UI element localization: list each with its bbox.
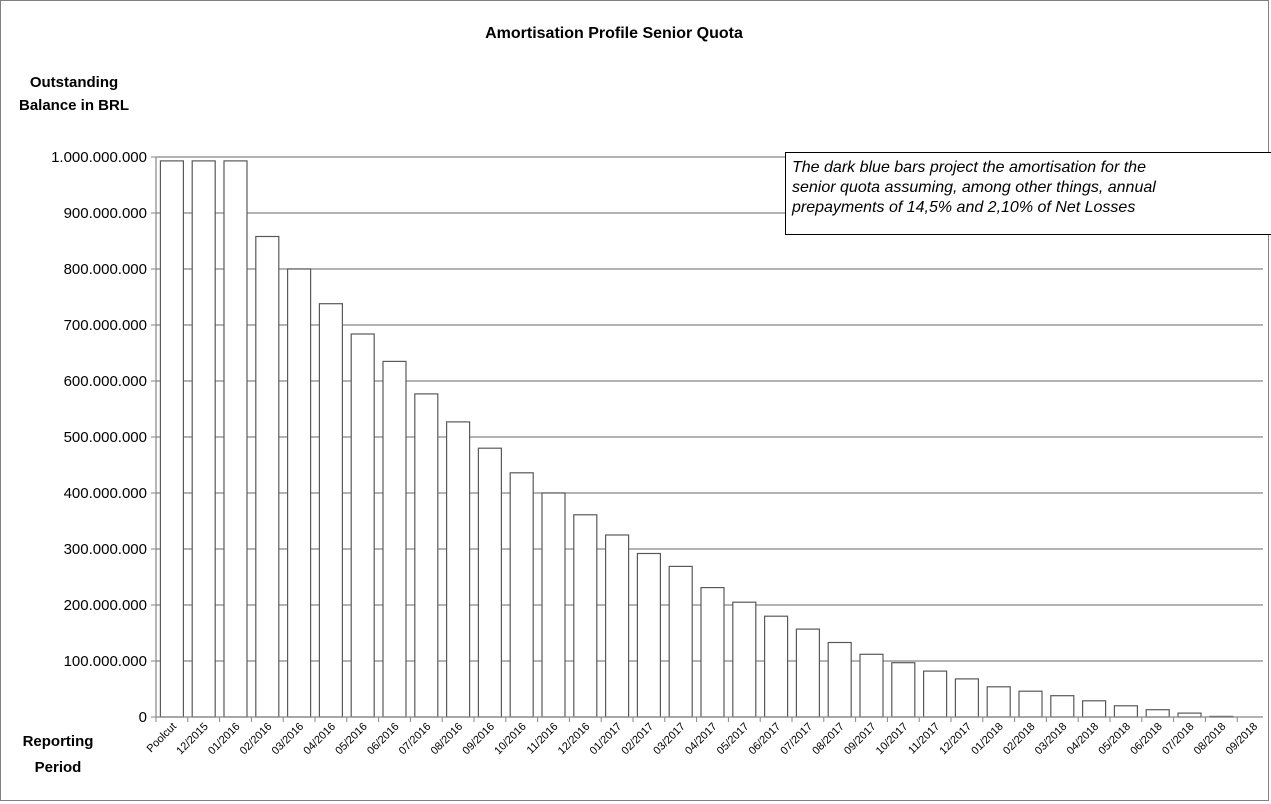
bar [1113, 705, 1139, 718]
x-tick-label: 07/2016 [397, 721, 434, 758]
y-tick-label: 700.000.000 [64, 317, 147, 334]
bar [509, 472, 534, 718]
bar [986, 686, 1011, 718]
bar [668, 565, 693, 718]
x-tick-label: 01/2017 [588, 721, 625, 758]
bar [255, 235, 280, 718]
x-tick-label: 10/2016 [492, 721, 529, 758]
x-axis-label-line-2: Period [35, 759, 82, 776]
y-tick-label: 200.000.000 [64, 597, 147, 614]
x-tick-label: 11/2017 [906, 721, 942, 757]
bar [700, 586, 725, 718]
x-tick-label: 12/2016 [556, 721, 593, 758]
x-tick-label: 05/2016 [333, 721, 370, 758]
x-tick-label: 05/2018 [1096, 721, 1133, 758]
bar [446, 421, 471, 718]
bar [763, 615, 789, 718]
bar [922, 670, 948, 718]
bar [1145, 709, 1170, 718]
y-tick-label: 400.000.000 [64, 485, 147, 502]
bar [223, 160, 248, 718]
x-tick-label: 06/2018 [1128, 721, 1165, 758]
bar [287, 268, 312, 718]
bar [573, 514, 598, 718]
x-tick-label: 08/2017 [810, 721, 847, 758]
x-tick-label: Poolcut [145, 721, 179, 755]
x-tick-label: 12/2017 [937, 721, 974, 758]
x-tick-label: 11/2016 [525, 721, 561, 757]
x-tick-label: 12/2015 [174, 721, 211, 758]
x-tick-label: 03/2018 [1033, 721, 1070, 758]
bar [350, 333, 375, 718]
annotation-line-3: prepayments of 14,5% and 2,10% of Net Lo… [792, 199, 1136, 216]
bar [636, 552, 662, 718]
y-axis-label-line-2: Balance in BRL [19, 97, 129, 114]
annotation-line-1: The dark blue bars project the amortisat… [792, 159, 1146, 176]
bar [732, 601, 757, 718]
x-tick-label: 04/2016 [301, 721, 338, 758]
chart-annotation: The dark blue bars project the amortisat… [785, 152, 1271, 235]
bar [159, 160, 184, 718]
bar [604, 534, 630, 718]
y-tick-label: 800.000.000 [64, 261, 147, 278]
x-tick-label: 03/2017 [651, 721, 688, 758]
bar [795, 628, 821, 718]
chart-title: Amortisation Profile Senior Quota [485, 25, 743, 42]
y-axis-ticks: 0 100.000.000 200.000.000 300.000.000 400.00… [51, 149, 156, 726]
bar [318, 303, 343, 718]
x-tick-label: 07/2018 [1160, 721, 1197, 758]
bar [1018, 690, 1043, 718]
x-tick-label: 02/2017 [619, 721, 656, 758]
bar [954, 678, 980, 718]
y-tick-label: 900.000.000 [64, 205, 147, 222]
x-tick-label: 01/2018 [969, 721, 1006, 758]
bar [541, 492, 566, 718]
x-tick-label: 08/2016 [429, 721, 466, 758]
y-tick-label: 100.000.000 [64, 653, 147, 670]
x-axis-label-line-1: Reporting [23, 733, 94, 750]
x-tick-label: 06/2017 [747, 721, 784, 758]
x-tick-label: 09/2016 [460, 721, 497, 758]
x-tick-label: 04/2018 [1065, 721, 1102, 758]
x-tick-label: 02/2018 [1001, 721, 1038, 758]
x-tick-label: 09/2017 [842, 721, 879, 758]
y-tick-label: 500.000.000 [64, 429, 147, 446]
bar [414, 393, 439, 718]
bar [891, 662, 916, 718]
x-axis-ticks: Poolcut12/201501/201602/201603/201604/20… [145, 717, 1261, 758]
y-tick-label: 300.000.000 [64, 541, 147, 558]
bar [382, 360, 407, 718]
x-tick-label: 03/2016 [270, 721, 307, 758]
annotation-line-2: senior quota assuming, among other thing… [792, 179, 1156, 196]
y-axis-label-line-1: Outstanding [30, 74, 118, 91]
x-tick-label: 06/2016 [365, 721, 402, 758]
x-tick-label: 01/2016 [206, 721, 243, 758]
bars [159, 160, 1234, 718]
y-tick-label: 0 [139, 709, 147, 726]
bar [477, 447, 502, 718]
bar [1050, 695, 1075, 718]
bar [1081, 700, 1107, 718]
y-tick-label: 1.000.000.000 [51, 149, 147, 166]
bar [191, 160, 216, 718]
x-tick-label: 07/2017 [778, 721, 815, 758]
x-tick-label: 04/2017 [683, 721, 720, 758]
x-tick-label: 09/2018 [1224, 721, 1261, 758]
bar [827, 641, 852, 718]
y-tick-label: 600.000.000 [64, 373, 147, 390]
x-tick-label: 08/2018 [1192, 721, 1229, 758]
bar [859, 653, 884, 718]
x-tick-label: 02/2016 [238, 721, 275, 758]
x-tick-label: 05/2017 [715, 721, 752, 758]
x-tick-label: 10/2017 [874, 721, 911, 758]
